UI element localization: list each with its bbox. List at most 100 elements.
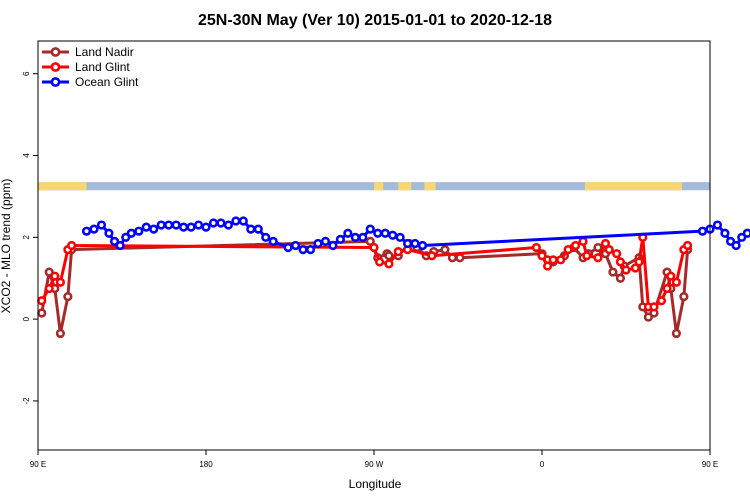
point-land-glint-32 [656, 296, 667, 306]
plot-frame [37, 40, 711, 451]
legend-marker-land-glint [50, 62, 61, 72]
point-ocean-glint-45 [417, 240, 428, 251]
point-land-nadir-4 [63, 292, 73, 302]
legend-marker-land-nadir [50, 47, 61, 57]
point-ocean-glint-52 [737, 232, 747, 242]
point-land-nadir-36 [671, 328, 682, 339]
point-land-glint-19 [578, 236, 588, 247]
point-ocean-glint-23 [246, 224, 256, 234]
point-land-glint-13 [537, 251, 547, 261]
point-ocean-glint-28 [291, 240, 301, 251]
point-ocean-glint-48 [712, 220, 723, 230]
legend-label-ocean-glint: Ocean Glint [75, 75, 139, 89]
land-band-2 [398, 182, 412, 191]
point-ocean-glint-39 [373, 228, 383, 238]
point-land-glint-23 [604, 244, 614, 255]
point-ocean-glint-19 [216, 218, 226, 228]
point-ocean-glint-22 [238, 216, 248, 226]
point-land-nadir-0 [37, 308, 47, 318]
point-ocean-glint-32 [320, 236, 331, 247]
point-ocean-glint-49 [720, 228, 730, 238]
legend-marker-ocean-glint [50, 77, 61, 87]
point-land-glint-17 [563, 244, 573, 255]
x-tick-label-3: 0 [540, 460, 545, 469]
point-land-nadir-9 [384, 251, 394, 261]
point-land-nadir-15 [440, 244, 450, 255]
point-land-nadir-1 [44, 267, 54, 277]
series-land-nadir [37, 236, 693, 339]
point-ocean-glint-12 [164, 220, 174, 230]
point-ocean-glint-25 [261, 232, 271, 242]
point-land-glint-26 [621, 265, 631, 275]
point-land-glint-22 [600, 238, 611, 249]
point-land-glint-0 [37, 296, 47, 306]
point-ocean-glint-37 [358, 232, 368, 242]
point-ocean-glint-3 [104, 228, 114, 238]
point-ocean-glint-13 [171, 220, 181, 230]
point-ocean-glint-15 [186, 222, 196, 232]
point-ocean-glint-20 [223, 220, 233, 230]
point-ocean-glint-8 [134, 226, 144, 236]
y-tick-label-2: 2 [22, 235, 31, 240]
point-land-glint-24 [612, 249, 622, 259]
land-band-1 [374, 182, 384, 191]
point-ocean-glint-21 [231, 216, 241, 226]
point-ocean-glint-43 [403, 238, 413, 249]
point-land-glint-27 [630, 263, 640, 273]
point-land-nadir-28 [615, 273, 626, 283]
legend-label-land-glint: Land Glint [75, 60, 130, 74]
point-ocean-glint-26 [268, 236, 278, 247]
point-ocean-glint-41 [388, 230, 398, 240]
series-ocean-glint [81, 216, 750, 255]
point-ocean-glint-0 [81, 226, 92, 236]
point-ocean-glint-50 [725, 236, 736, 247]
point-land-glint-15 [548, 255, 558, 265]
point-land-nadir-27 [608, 267, 618, 277]
point-land-glint-33 [662, 283, 672, 294]
point-land-glint-14 [542, 261, 553, 271]
point-land-glint-1 [44, 283, 54, 294]
point-ocean-glint-51 [731, 240, 741, 251]
point-ocean-glint-33 [328, 240, 338, 251]
point-ocean-glint-46 [697, 226, 708, 236]
point-land-glint-37 [682, 240, 693, 251]
axes: 90 E 180 90 W 0 90 E -2 0 2 4 6 [22, 71, 718, 469]
land-band-0 [38, 182, 87, 191]
point-ocean-glint-42 [395, 232, 405, 242]
x-tick-label-0: 90 E [30, 460, 46, 469]
point-ocean-glint-2 [96, 220, 107, 230]
point-land-glint-9 [393, 247, 403, 257]
land-ocean-strip [38, 182, 710, 191]
point-land-glint-6 [369, 242, 379, 253]
point-ocean-glint-18 [208, 218, 219, 228]
point-land-glint-21 [593, 253, 603, 263]
point-ocean-glint-11 [156, 220, 166, 230]
point-ocean-glint-30 [305, 244, 316, 255]
point-land-glint-28 [634, 257, 644, 267]
point-land-glint-11 [427, 251, 437, 261]
y-tick-label-4: 6 [22, 71, 31, 76]
land-band-4 [584, 182, 682, 191]
point-ocean-glint-44 [410, 238, 420, 249]
y-tick-label-3: 4 [22, 153, 31, 158]
point-ocean-glint-34 [335, 234, 346, 244]
land-band-3 [424, 182, 436, 191]
point-ocean-glint-31 [313, 238, 323, 249]
point-ocean-glint-27 [283, 242, 293, 253]
point-ocean-glint-16 [193, 220, 204, 230]
point-ocean-glint-9 [141, 222, 151, 232]
point-land-glint-3 [55, 277, 66, 287]
point-land-nadir-37 [679, 292, 689, 302]
point-land-glint-5 [66, 240, 77, 251]
point-land-glint-34 [666, 271, 676, 281]
y-tick-label-0: -2 [22, 397, 31, 405]
point-ocean-glint-10 [149, 224, 159, 234]
point-ocean-glint-40 [380, 228, 390, 238]
x-tick-label-2: 90 W [365, 460, 384, 469]
point-ocean-glint-29 [298, 244, 308, 255]
point-ocean-glint-38 [365, 224, 375, 234]
point-ocean-glint-17 [201, 222, 211, 232]
x-axis-label: Longitude [349, 477, 402, 491]
point-land-glint-25 [615, 257, 626, 267]
